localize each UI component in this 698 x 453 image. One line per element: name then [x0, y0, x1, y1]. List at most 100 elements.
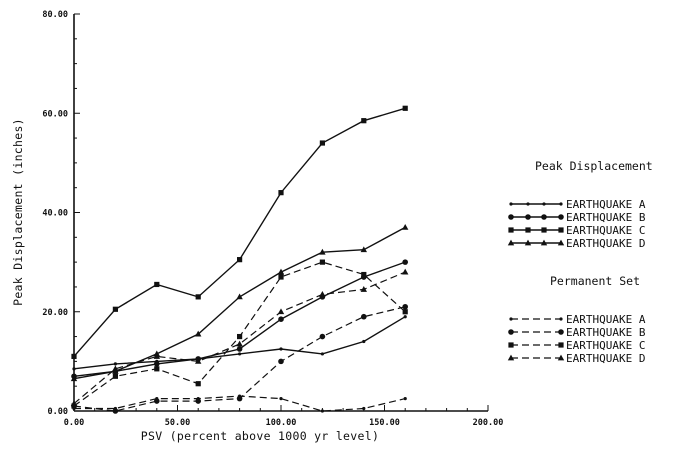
legend-swatch-marker: [508, 329, 514, 335]
legend-swatch-permanent: [507, 354, 565, 361]
legend-swatch-peak: [508, 214, 564, 220]
series-8: [70, 268, 409, 406]
legend-swatch-marker: [507, 354, 515, 361]
legend-entry-label: EARTHQUAKE C: [566, 339, 645, 352]
series-3: [71, 105, 408, 360]
data-point: [154, 366, 160, 372]
data-point: [154, 361, 160, 367]
legend-swatch-marker: [524, 239, 532, 246]
data-point: [278, 274, 284, 280]
data-point: [195, 381, 201, 387]
data-point: [279, 396, 283, 401]
legend-entry-label: EARTHQUAKE A: [566, 198, 646, 211]
legend-swatch-peak: [507, 239, 565, 246]
legend-swatch-marker: [509, 317, 513, 321]
data-point: [112, 408, 119, 414]
data-point: [154, 398, 160, 404]
legend-entry-label: EARTHQUAKE B: [566, 211, 646, 224]
data-point: [236, 340, 243, 347]
data-point: [319, 140, 325, 146]
legend-swatch-marker: [508, 227, 514, 233]
data-point: [402, 223, 409, 230]
x-tick-label: 50.00: [165, 418, 191, 428]
series-7: [71, 259, 408, 409]
x-tick-label: 0.00: [64, 418, 84, 428]
data-point: [362, 406, 366, 411]
legend-swatch-marker: [508, 342, 514, 348]
series-6: [71, 303, 409, 414]
data-point: [402, 268, 409, 275]
legend-swatch-marker: [557, 239, 565, 246]
legend-entry-label: EARTHQUAKE D: [566, 237, 645, 250]
legend-swatch-peak: [508, 227, 564, 233]
data-point: [319, 333, 326, 340]
legend-swatch-marker: [557, 354, 565, 361]
legend-swatch-marker: [507, 239, 515, 246]
legend-swatches: [507, 202, 565, 361]
data-point: [195, 357, 202, 364]
y-tick-label: 60.00: [42, 109, 68, 119]
legend-swatch-marker: [542, 202, 546, 206]
legend-swatch-marker: [541, 227, 547, 233]
data-point: [278, 358, 284, 365]
legend-swatch-marker: [525, 227, 531, 233]
y-tick-label: 20.00: [42, 308, 68, 318]
data-point: [238, 352, 242, 356]
data-point: [278, 190, 284, 196]
data-point: [237, 333, 243, 340]
data-point: [153, 353, 160, 359]
data-point: [112, 373, 118, 379]
legend-swatch-permanent: [508, 342, 564, 348]
data-point: [361, 271, 367, 278]
tick-labels: 0.00 20.00 40.00 60.00 80.00 0.00 50.00 100.00 1…: [42, 10, 503, 428]
data-point: [360, 286, 367, 292]
data-point: [279, 347, 283, 351]
legend-swatch-marker: [508, 214, 514, 220]
series-line: [73, 271, 406, 405]
data-point: [154, 281, 160, 288]
data-point: [319, 248, 326, 255]
x-tick-label: 200.00: [473, 418, 504, 428]
legend-swatch-marker: [559, 202, 563, 206]
data-point: [195, 398, 201, 404]
data-point: [362, 339, 366, 344]
data-point: [320, 352, 324, 356]
x-tick-label: 150.00: [369, 418, 400, 428]
series-layer: [70, 105, 409, 414]
data-point: [236, 346, 243, 352]
data-point: [278, 316, 284, 322]
y-tick-label: 40.00: [42, 209, 68, 219]
data-point: [277, 308, 285, 315]
legend-peak-rows: EARTHQUAKE A EARTHQUAKE B EARTHQUAKE C E…: [566, 198, 646, 250]
legend-perm-rows: EARTHQUAKE A EARTHQUAKE B EARTHQUAKE C E…: [566, 313, 646, 365]
legend-entry-label: EARTHQUAKE A: [566, 313, 646, 326]
series-line: [73, 261, 406, 377]
data-point: [360, 246, 367, 253]
data-point: [70, 400, 78, 406]
legend-swatch-marker: [559, 317, 563, 321]
tick-marks: [73, 13, 489, 412]
data-point: [403, 396, 407, 401]
legend-swatch-permanent: [508, 329, 564, 335]
series-line: [73, 226, 406, 380]
legend-group-title-permanent: Permanent Set: [550, 274, 640, 288]
data-point: [320, 409, 324, 413]
data-point: [71, 353, 77, 360]
data-point: [71, 403, 77, 409]
data-point: [361, 313, 367, 320]
y-tick-label: 80.00: [42, 10, 68, 20]
series-4: [70, 223, 409, 382]
data-point: [72, 367, 76, 371]
data-point: [195, 330, 202, 337]
data-point: [402, 259, 409, 265]
legend-entry-label: EARTHQUAKE B: [566, 326, 646, 339]
data-point: [195, 294, 201, 300]
legend-swatch-marker: [558, 227, 564, 233]
legend-swatch-marker: [541, 214, 547, 220]
legend-swatch-marker: [540, 239, 548, 246]
y-axis-label: Peak Displacement (inches): [11, 118, 25, 306]
series-line: [73, 107, 406, 357]
legend-swatch-marker: [558, 342, 564, 348]
data-point: [236, 395, 243, 402]
data-point: [236, 293, 243, 300]
